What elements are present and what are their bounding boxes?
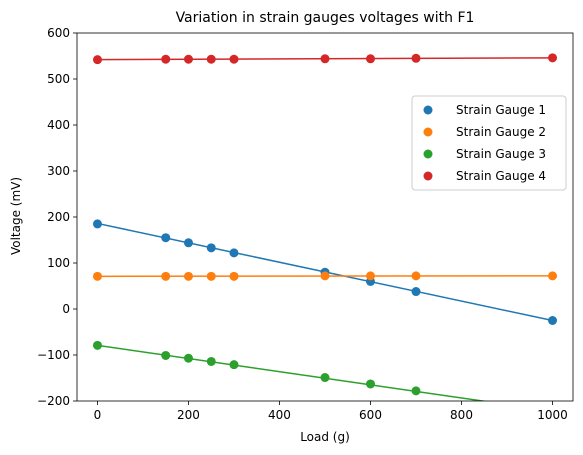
series-2-point [320,271,330,281]
plot-area [92,53,558,401]
legend-label: Strain Gauge 4 [456,169,546,183]
series-3-point [320,373,330,383]
legend-label: Strain Gauge 2 [456,125,546,139]
x-tick-label: 800 [450,408,473,422]
series-4-point [411,53,421,63]
series-3-point [92,340,102,350]
series-3-point [183,353,193,363]
legend-marker [423,105,433,115]
series-4-point [92,55,102,65]
series-2-point [161,271,171,281]
series-3-point [161,350,171,360]
series-4-point [183,54,193,64]
series-4-point [366,54,376,64]
x-axis-label: Load (g) [300,430,350,444]
legend-label: Strain Gauge 3 [456,147,546,161]
y-tick-label: 300 [47,164,70,178]
series-3-point [366,379,376,389]
series-2-point [548,271,558,281]
y-tick-label: 400 [47,118,70,132]
y-tick-label: 100 [47,256,70,270]
series-4-point [320,54,330,64]
series-1-point [206,243,216,253]
chart-title: Variation in strain gauges voltages with… [176,10,475,26]
series-2-point [92,271,102,281]
series-3 [92,340,488,401]
series-2 [92,271,558,281]
y-tick-label: −100 [37,348,70,362]
series-4-point [161,54,171,64]
series-1-point [92,219,102,229]
legend-marker [423,127,433,137]
series-4-point [229,54,239,64]
legend-label: Strain Gauge 1 [456,103,546,117]
y-tick-label: 500 [47,72,70,86]
series-1-point [548,316,558,325]
series-1-point [229,248,239,258]
axes-frame [76,32,574,402]
x-tick-label: 200 [177,408,200,422]
series-1-point [183,238,193,248]
legend-box [411,95,567,191]
series-2-point [229,271,239,281]
y-tick-label: 600 [47,26,70,40]
x-tick-label: 1000 [537,408,568,422]
legend: Strain Gauge 1 Strain Gauge 2 Strain Gauge… [411,95,567,191]
series-3-point [229,360,239,370]
series-4 [92,53,558,65]
series-3-point [206,356,216,366]
legend-marker [423,149,433,159]
series-2-point [366,271,376,281]
x-tick-label: 400 [268,408,291,422]
series-2-point [411,271,421,281]
y-tick-label: 0 [62,302,70,316]
series-4-point [206,54,216,64]
series-4-point [548,53,558,63]
axes: 0 200 400 600 800 1000 −200 −100 0 100 200 300 400 50… [37,26,574,422]
y-axis-label: Voltage (mV) [9,177,23,255]
y-tick-label: −200 [37,394,70,408]
series-1-point [411,287,421,297]
series-2-point [183,271,193,281]
x-tick-label: 600 [359,408,382,422]
y-tick-label: 200 [47,210,70,224]
legend-marker [423,171,433,181]
series-2-point [206,271,216,281]
x-tick-label: 0 [94,408,102,422]
series-3-point [411,386,421,396]
series-1-point [161,233,171,243]
